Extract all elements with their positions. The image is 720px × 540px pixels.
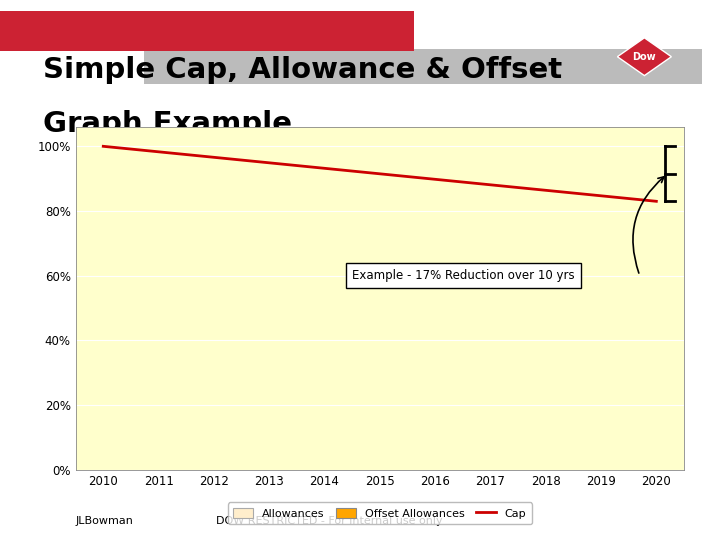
Cap <box>320 165 329 172</box>
Text: Graph Example: Graph Example <box>43 110 292 138</box>
Cap <box>431 176 439 183</box>
Line: Cap: Cap <box>103 146 657 201</box>
Text: DOW RESTRICTED - For internal use only: DOW RESTRICTED - For internal use only <box>216 516 443 526</box>
Cap <box>541 187 550 193</box>
Cap <box>265 159 274 166</box>
Cap <box>154 148 163 155</box>
Text: Simple Cap, Allowance & Offset: Simple Cap, Allowance & Offset <box>43 56 562 84</box>
Cap <box>486 181 495 188</box>
Text: Example - 17% Reduction over 10 yrs: Example - 17% Reduction over 10 yrs <box>352 269 575 282</box>
Legend: Allowances, Offset Allowances, Cap: Allowances, Offset Allowances, Cap <box>228 502 532 524</box>
Cap <box>597 193 606 199</box>
Cap <box>376 171 384 177</box>
Text: Dow: Dow <box>633 52 656 62</box>
Cap <box>652 198 661 205</box>
Text: JLBowman: JLBowman <box>76 516 133 526</box>
Cap <box>99 143 107 150</box>
Cap <box>210 154 218 160</box>
